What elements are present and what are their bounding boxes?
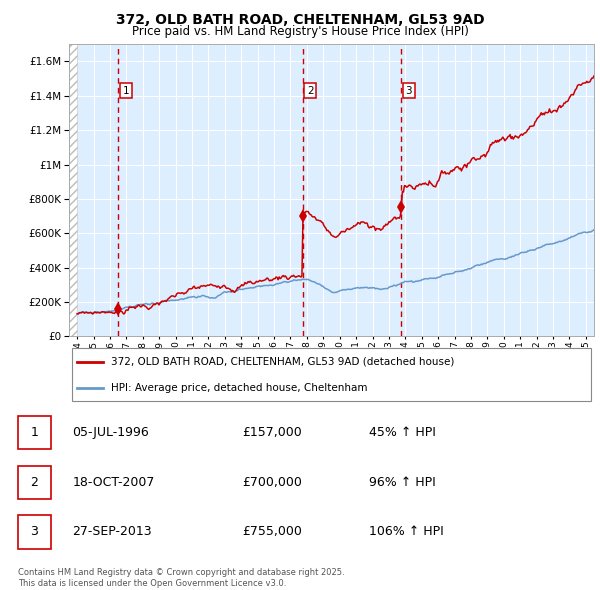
Text: 2: 2 bbox=[31, 476, 38, 489]
FancyBboxPatch shape bbox=[71, 348, 592, 401]
Text: HPI: Average price, detached house, Cheltenham: HPI: Average price, detached house, Chel… bbox=[111, 383, 367, 392]
Text: 18-OCT-2007: 18-OCT-2007 bbox=[73, 476, 155, 489]
Text: 372, OLD BATH ROAD, CHELTENHAM, GL53 9AD: 372, OLD BATH ROAD, CHELTENHAM, GL53 9AD bbox=[116, 13, 484, 27]
Text: 372, OLD BATH ROAD, CHELTENHAM, GL53 9AD (detached house): 372, OLD BATH ROAD, CHELTENHAM, GL53 9AD… bbox=[111, 357, 454, 366]
Text: 2: 2 bbox=[307, 86, 314, 96]
Text: £755,000: £755,000 bbox=[242, 526, 302, 539]
Text: 05-JUL-1996: 05-JUL-1996 bbox=[73, 426, 149, 439]
Text: Contains HM Land Registry data © Crown copyright and database right 2025.
This d: Contains HM Land Registry data © Crown c… bbox=[18, 568, 344, 588]
Text: Price paid vs. HM Land Registry's House Price Index (HPI): Price paid vs. HM Land Registry's House … bbox=[131, 25, 469, 38]
Text: £157,000: £157,000 bbox=[242, 426, 302, 439]
Text: 45% ↑ HPI: 45% ↑ HPI bbox=[369, 426, 436, 439]
Text: 3: 3 bbox=[31, 526, 38, 539]
Text: 96% ↑ HPI: 96% ↑ HPI bbox=[369, 476, 436, 489]
Text: 106% ↑ HPI: 106% ↑ HPI bbox=[369, 526, 444, 539]
Text: 3: 3 bbox=[406, 86, 412, 96]
Text: £700,000: £700,000 bbox=[242, 476, 302, 489]
FancyBboxPatch shape bbox=[18, 416, 51, 449]
FancyBboxPatch shape bbox=[18, 466, 51, 499]
Text: 1: 1 bbox=[31, 426, 38, 439]
Text: 27-SEP-2013: 27-SEP-2013 bbox=[73, 526, 152, 539]
FancyBboxPatch shape bbox=[18, 516, 51, 549]
Text: 1: 1 bbox=[122, 86, 129, 96]
